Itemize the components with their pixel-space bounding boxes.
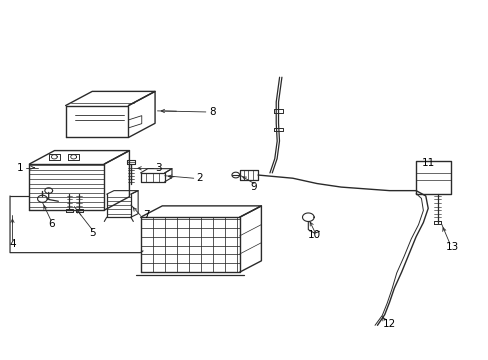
- Text: 13: 13: [445, 242, 458, 252]
- Text: 2: 2: [196, 173, 203, 183]
- Text: 1: 1: [17, 163, 23, 172]
- Text: 10: 10: [307, 230, 321, 240]
- Text: 11: 11: [421, 158, 434, 168]
- Text: 8: 8: [208, 107, 215, 117]
- Text: 12: 12: [382, 319, 395, 329]
- Text: 7: 7: [143, 211, 150, 220]
- Text: 9: 9: [250, 182, 257, 192]
- Text: 5: 5: [89, 228, 95, 238]
- Text: 4: 4: [9, 239, 16, 249]
- Text: 3: 3: [155, 163, 162, 173]
- Text: 6: 6: [48, 219, 54, 229]
